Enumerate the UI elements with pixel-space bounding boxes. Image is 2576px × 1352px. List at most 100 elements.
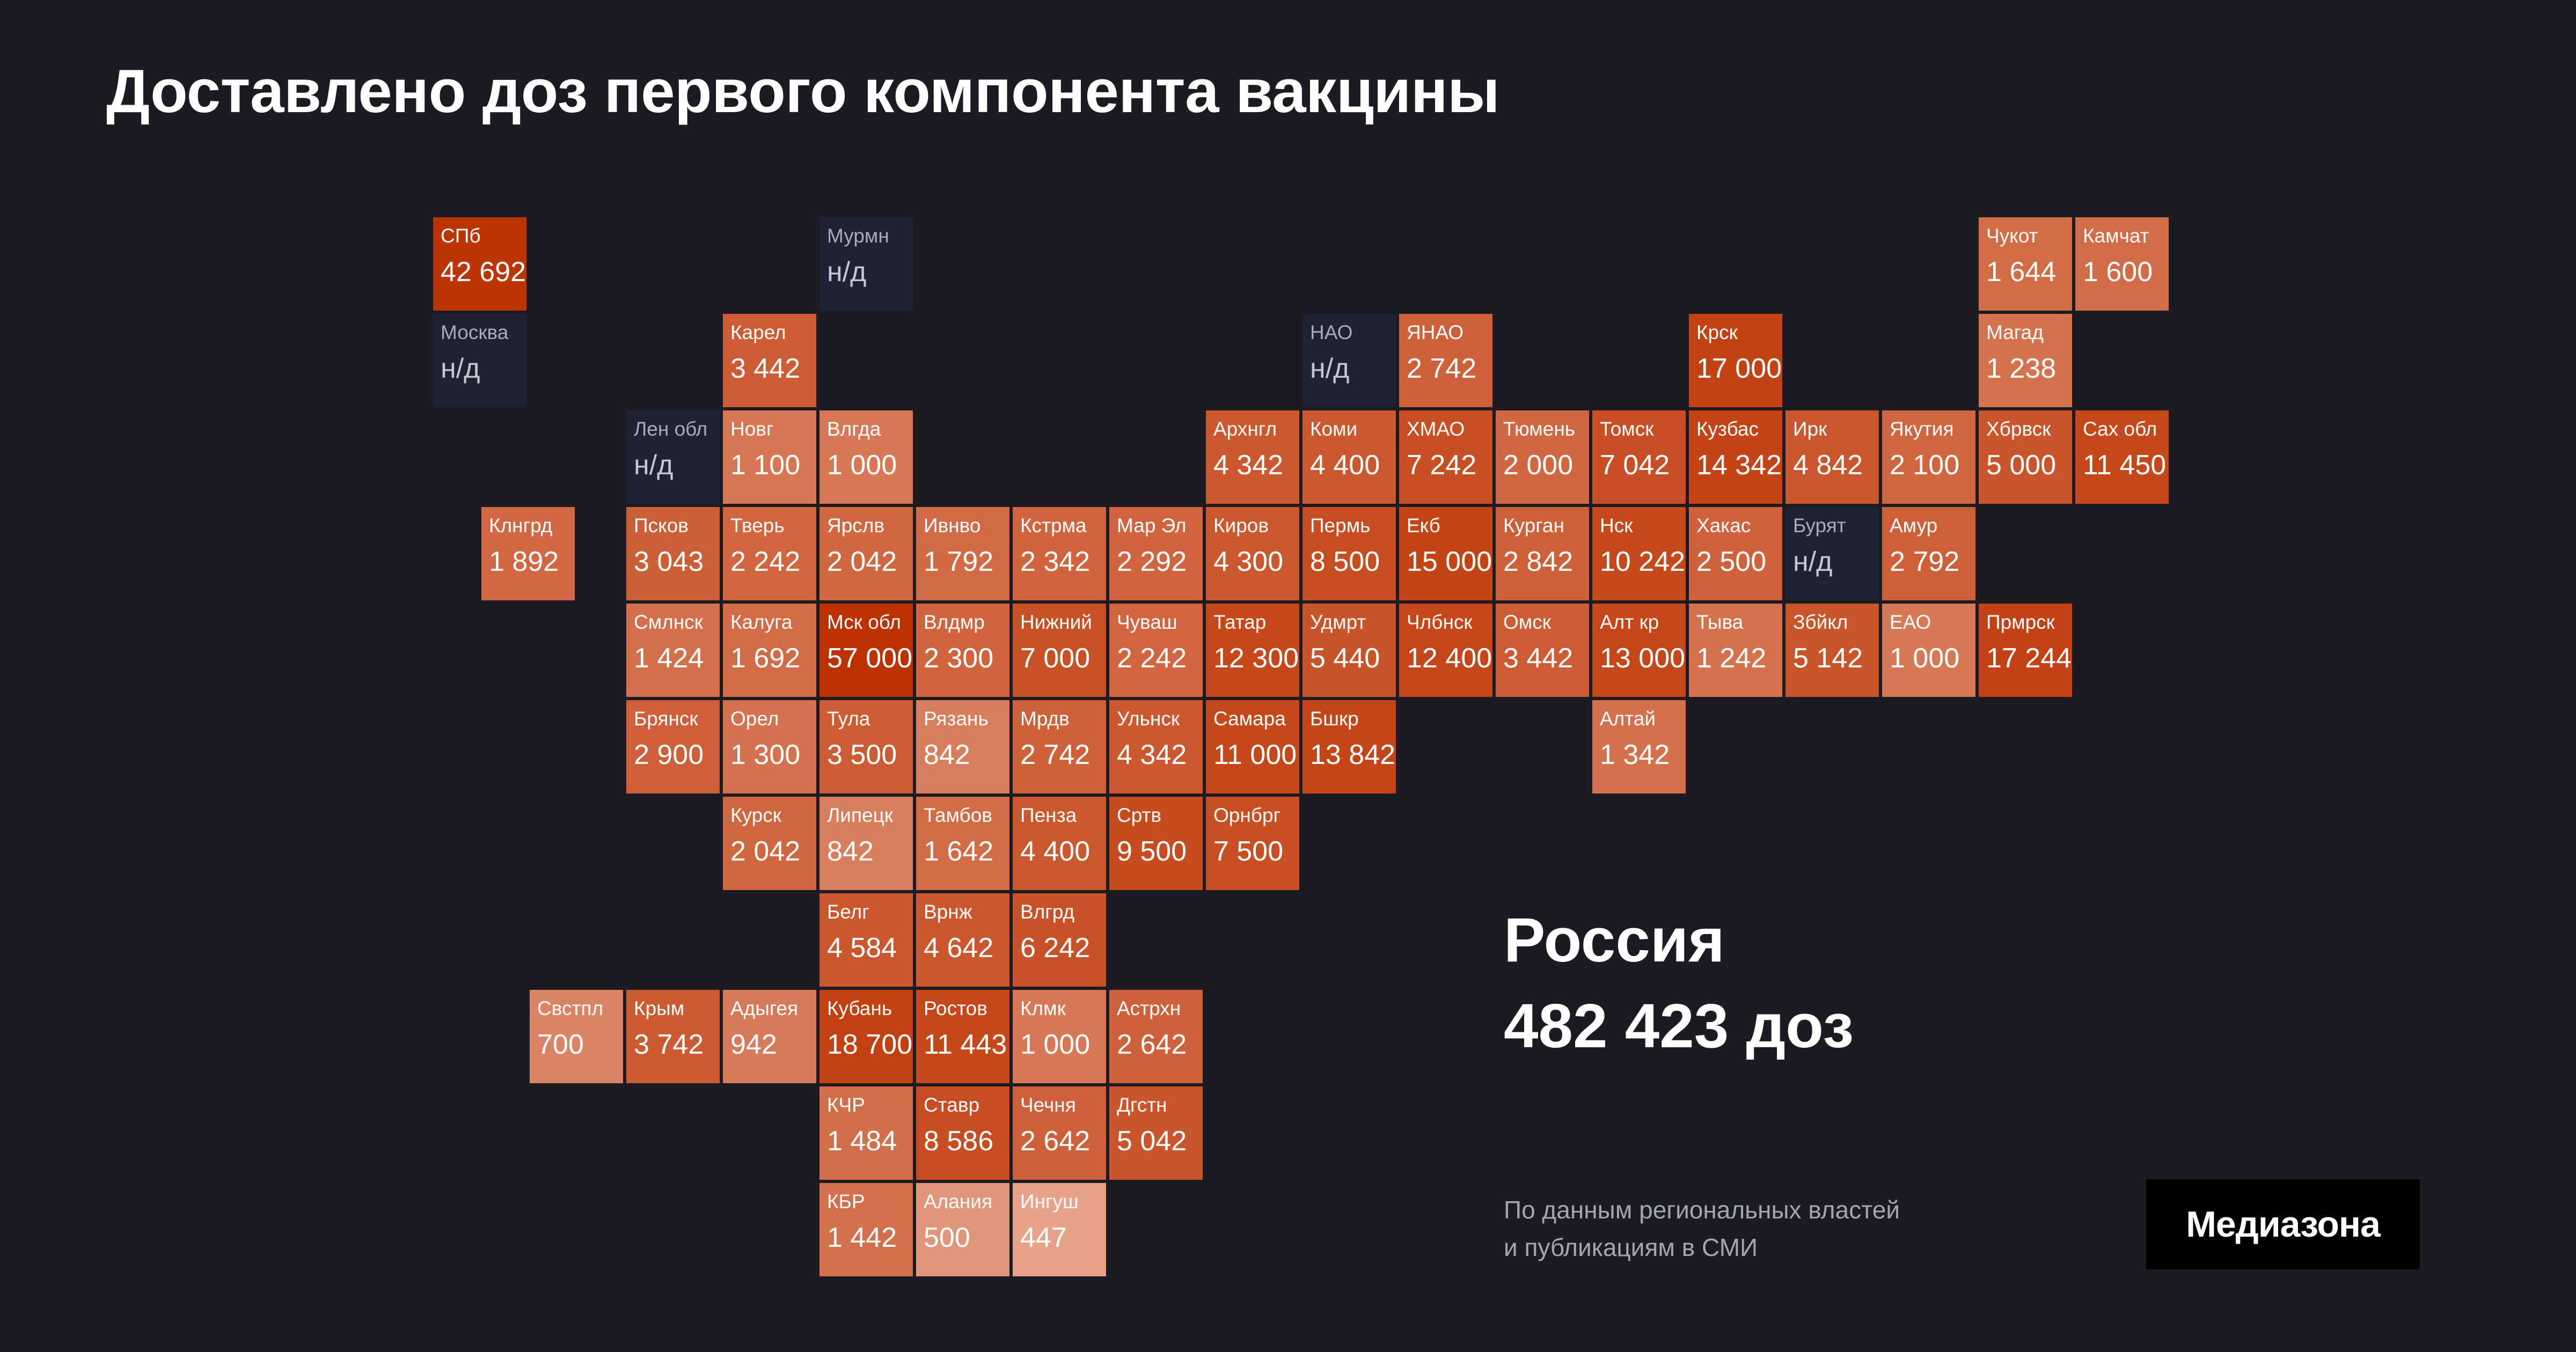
region-label: Камчат	[2083, 225, 2149, 247]
region-tile: ХМАО 7 242	[1399, 410, 1492, 504]
region-tile: Чечня 2 642	[1013, 1086, 1106, 1180]
region-value: 7 242	[1407, 450, 1477, 481]
region-label: Мурмн	[827, 225, 889, 247]
region-label: Клмк	[1020, 997, 1066, 1019]
region-value: 2 042	[730, 836, 801, 867]
region-tile: ЯНАО 2 742	[1399, 314, 1492, 407]
region-tile: Ярслв 2 042	[819, 507, 913, 600]
region-tile: Мрдв 2 742	[1013, 700, 1106, 793]
region-label: Свстпл	[537, 997, 604, 1019]
region-label: Хакас	[1696, 515, 1751, 537]
region-label: Чуваш	[1117, 611, 1177, 633]
region-value: 1 642	[924, 836, 994, 867]
region-value: 5 000	[1986, 450, 2057, 481]
region-value: 11 000	[1213, 739, 1297, 770]
region-tile: Свстпл 700	[530, 990, 623, 1083]
region-tile: СПб 42 692	[433, 217, 526, 311]
region-tile: Якутия 2 100	[1882, 410, 1975, 504]
region-tile: Члбнск 12 400	[1399, 604, 1492, 697]
region-label: Ирк	[1793, 418, 1827, 440]
region-tile: Пермь 8 500	[1302, 507, 1396, 600]
region-tile: Тверь 2 242	[723, 507, 816, 600]
region-value: 2 900	[634, 739, 704, 770]
region-tile: Киров 4 300	[1206, 507, 1299, 600]
region-tile: Камчат 1 600	[2075, 217, 2169, 311]
region-tile: Алания 500	[916, 1183, 1009, 1276]
region-label: СПб	[441, 225, 481, 247]
region-tile: Астрхн 2 642	[1109, 990, 1203, 1083]
region-label: ЯНАО	[1407, 321, 1464, 343]
region-value: 1 238	[1986, 353, 2057, 384]
region-tile: КБР 1 442	[819, 1183, 913, 1276]
region-tile: Ивнво 1 792	[916, 507, 1009, 600]
region-value: 15 000	[1407, 546, 1492, 577]
region-tile: Карел 3 442	[723, 314, 816, 407]
region-label: Клнгрд	[489, 515, 553, 537]
region-tile: Влдмр 2 300	[916, 604, 1009, 697]
region-value: 18 700	[827, 1029, 913, 1060]
region-label: Влдмр	[924, 611, 985, 633]
region-tile: Ингуш 447	[1013, 1183, 1106, 1276]
region-value: 2 742	[1020, 739, 1091, 770]
region-tile: Курск 2 042	[723, 797, 816, 890]
region-value: 17 244	[1986, 643, 2072, 674]
region-value: 2 242	[730, 546, 801, 577]
region-value: 3 442	[1503, 643, 1574, 674]
region-tile: Врнж 4 642	[916, 893, 1009, 987]
region-tile: Алт кр 13 000	[1592, 604, 1686, 697]
region-label: Липецк	[827, 804, 893, 826]
region-tile: Орел 1 300	[723, 700, 816, 793]
total-value: 482 423 доз	[1504, 991, 1854, 1061]
region-value: 842	[924, 739, 970, 770]
region-value: 842	[827, 836, 874, 867]
region-label: Калуга	[730, 611, 793, 633]
source-note: По данным региональных властей и публика…	[1504, 1191, 1987, 1266]
region-label: Орел	[730, 708, 779, 730]
region-label: Бурят	[1793, 515, 1846, 537]
region-label: Тамбов	[924, 804, 992, 826]
region-label: Амур	[1890, 515, 1938, 537]
region-label: Чечня	[1020, 1094, 1076, 1116]
region-label: Мск обл	[827, 611, 901, 633]
region-tile: Амур 2 792	[1882, 507, 1975, 600]
region-tile: Мск обл 57 000	[819, 604, 913, 697]
region-label: Ульнск	[1117, 708, 1180, 730]
region-label: Коми	[1310, 418, 1358, 440]
region-value: 2 500	[1696, 546, 1767, 577]
region-tile: ЕАО 1 000	[1882, 604, 1975, 697]
region-label: Ивнво	[924, 515, 981, 537]
region-tile: Татар 12 300	[1206, 604, 1299, 697]
region-label: Карел	[730, 321, 786, 343]
region-tile: Кубань 18 700	[819, 990, 913, 1083]
region-value: 7 042	[1600, 450, 1670, 481]
region-label: Кузбас	[1696, 418, 1759, 440]
region-tile: Прмрск 17 244	[1979, 604, 2072, 697]
region-tile: Тюмень 2 000	[1496, 410, 1589, 504]
region-value: 942	[730, 1029, 777, 1060]
region-tile: Курган 2 842	[1496, 507, 1589, 600]
region-value: 4 584	[827, 932, 897, 964]
region-tile: Кстрма 2 342	[1013, 507, 1106, 600]
region-label: Влгда	[827, 418, 881, 440]
region-value: 2 242	[1117, 643, 1187, 674]
region-tile: Алтай 1 342	[1592, 700, 1686, 793]
region-value: 2 742	[1407, 353, 1477, 384]
region-label: Киров	[1213, 515, 1269, 537]
region-value: 5 042	[1117, 1126, 1187, 1157]
region-value: 4 300	[1213, 546, 1284, 577]
region-value: 2 000	[1503, 450, 1574, 481]
region-value: н/д	[827, 256, 867, 288]
region-value: 4 342	[1117, 739, 1187, 770]
region-tile: Крым 3 742	[626, 990, 720, 1083]
region-tile: Збйкл 5 142	[1785, 604, 1879, 697]
region-label: Сах обл	[2083, 418, 2157, 440]
region-value: 8 500	[1310, 546, 1380, 577]
region-tile: Бурят н/д	[1785, 507, 1879, 600]
region-value: 17 000	[1696, 353, 1782, 384]
region-value: 7 500	[1213, 836, 1284, 867]
region-tile: Белг 4 584	[819, 893, 913, 987]
region-tile: Удмрт 5 440	[1302, 604, 1396, 697]
region-label: Алт кр	[1600, 611, 1659, 633]
region-tile: НАО н/д	[1302, 314, 1396, 407]
region-label: Крск	[1696, 321, 1738, 343]
